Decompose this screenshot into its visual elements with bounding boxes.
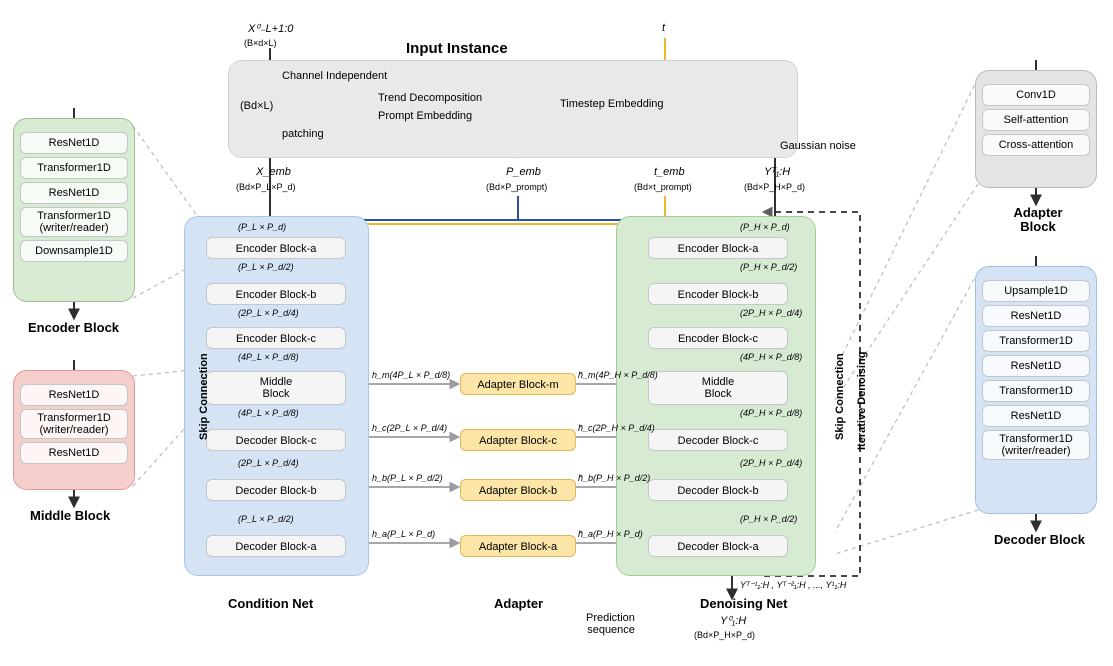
x-emb: X_emb <box>256 166 291 178</box>
x0-label: X⁰₋L+1:0 <box>248 22 293 35</box>
hbar-out-anno: h̄_c(2P_H × P_d/4) <box>578 423 655 433</box>
encoder-item: ResNet1D <box>20 182 128 204</box>
decoder-item: Transformer1D <box>982 380 1090 402</box>
deno-shape-anno: (P_H × P_d) <box>740 222 790 232</box>
channel-indep: Channel Independent <box>282 70 387 82</box>
skip-label-right: Skip Connection <box>834 353 846 440</box>
condition-middle-block: Middle Block <box>206 371 346 405</box>
denoising-encoder-block-c: Encoder Block-c <box>648 327 788 349</box>
cond-shape-anno: (P_L × P_d/2) <box>238 262 294 272</box>
t-label: t <box>662 22 665 34</box>
decoder-item: ResNet1D <box>982 405 1090 427</box>
cond-shape-anno: (P_L × P_d/2) <box>238 514 294 524</box>
cond-shape-anno: (P_L × P_d) <box>238 222 286 232</box>
input-instance-title: Input Instance <box>406 40 508 57</box>
gaussian: Gaussian noise <box>780 140 856 152</box>
y0-dim: (Bd×P_H×P_d) <box>694 630 755 640</box>
condition-encoder-block-a: Encoder Block-a <box>206 237 346 259</box>
adapter-adapter-block-m: Adapter Block-m <box>460 373 576 395</box>
middle-item: ResNet1D <box>20 384 128 406</box>
p-emb-dim: (Bd×P_prompt) <box>486 182 547 192</box>
y-t-dim: (Bd×P_H×P_d) <box>744 182 805 192</box>
hbar-out-anno: h̄_m(4P_H × P_d/8) <box>578 370 658 380</box>
decoder-item: Upsample1D <box>982 280 1090 302</box>
adapter-adapter-block-b: Adapter Block-b <box>460 479 576 501</box>
timestep-emb: Timestep Embedding <box>560 98 664 110</box>
denoising-encoder-block-b: Encoder Block-b <box>648 283 788 305</box>
adapter-item: Cross-attention <box>982 134 1090 156</box>
pred-seq-label: Prediction sequence <box>586 612 635 636</box>
denoising-net-title: Denoising Net <box>700 596 787 611</box>
condition-decoder-block-b: Decoder Block-b <box>206 479 346 501</box>
cond-shape-anno: (4P_L × P_d/8) <box>238 352 299 362</box>
y0: Y⁰₁:H <box>720 614 746 627</box>
adapter-block-panel: Conv1D Self-attention Cross-attention <box>975 70 1097 188</box>
condition-decoder-block-a: Decoder Block-a <box>206 535 346 557</box>
skip-label-left: Skip Connection <box>198 353 210 440</box>
middle-block-panel: ResNet1D Transformer1D (writer/reader) R… <box>13 370 135 490</box>
deno-shape-anno: (P_H × P_d/2) <box>740 262 797 272</box>
h-out-anno: h_m(4P_L × P_d/8) <box>372 370 450 380</box>
adapter-adapter-block-c: Adapter Block-c <box>460 429 576 451</box>
t-emb-dim: (Bd×t_prompt) <box>634 182 692 192</box>
decoder-block-title: Decoder Block <box>994 532 1085 547</box>
middle-block-title: Middle Block <box>30 508 110 523</box>
decoder-block-panel: Upsample1D ResNet1D Transformer1D ResNet… <box>975 266 1097 514</box>
prompt-emb: Prompt Embedding <box>378 110 472 122</box>
cond-shape-anno: (2P_L × P_d/4) <box>238 308 299 318</box>
patching: patching <box>282 128 324 140</box>
y-t: Yᵀ₁:H <box>764 166 790 178</box>
deno-shape-anno: (2P_H × P_d/4) <box>740 458 802 468</box>
adapter-title: Adapter <box>494 596 543 611</box>
denoising-decoder-block-c: Decoder Block-c <box>648 429 788 451</box>
x0-dim: (B×d×L) <box>244 38 277 48</box>
denoising-decoder-block-b: Decoder Block-b <box>648 479 788 501</box>
encoder-block-panel: ResNet1D Transformer1D ResNet1D Transfor… <box>13 118 135 302</box>
bd-l: (Bd×L) <box>240 100 273 112</box>
adapter-block-title: Adapter Block <box>998 206 1078 235</box>
deno-shape-anno: (P_H × P_d/2) <box>740 514 797 524</box>
denoising-encoder-block-a: Encoder Block-a <box>648 237 788 259</box>
hbar-out-anno: h̄_b(P_H × P_d/2) <box>578 473 650 483</box>
condition-net-title: Condition Net <box>228 596 313 611</box>
condition-decoder-block-c: Decoder Block-c <box>206 429 346 451</box>
hbar-out-anno: h̄_a(P_H × P_d) <box>578 529 643 539</box>
middle-item: Transformer1D (writer/reader) <box>20 409 128 439</box>
adapter-item: Conv1D <box>982 84 1090 106</box>
condition-encoder-block-c: Encoder Block-c <box>206 327 346 349</box>
encoder-item: ResNet1D <box>20 132 128 154</box>
decoder-item: Transformer1D (writer/reader) <box>982 430 1090 460</box>
h-out-anno: h_c(2P_L × P_d/4) <box>372 423 447 433</box>
h-out-anno: h_b(P_L × P_d/2) <box>372 473 443 483</box>
encoder-item: Transformer1D <box>20 157 128 179</box>
deno-shape-anno: (2P_H × P_d/4) <box>740 308 802 318</box>
encoder-item: Transformer1D (writer/reader) <box>20 207 128 237</box>
h-out-anno: h_a(P_L × P_d) <box>372 529 435 539</box>
middle-item: ResNet1D <box>20 442 128 464</box>
y-seq: Yᵀ⁻¹₁:H , Yᵀ⁻²₁:H , ..., Y¹₁:H <box>740 580 846 591</box>
condition-encoder-block-b: Encoder Block-b <box>206 283 346 305</box>
trend-decomp: Trend Decomposition <box>378 92 482 104</box>
cond-shape-anno: (2P_L × P_d/4) <box>238 458 299 468</box>
adapter-item: Self-attention <box>982 109 1090 131</box>
decoder-item: ResNet1D <box>982 355 1090 377</box>
t-emb: t_emb <box>654 166 685 178</box>
decoder-item: Transformer1D <box>982 330 1090 352</box>
deno-shape-anno: (4P_H × P_d/8) <box>740 352 802 362</box>
adapter-adapter-block-a: Adapter Block-a <box>460 535 576 557</box>
decoder-item: ResNet1D <box>982 305 1090 327</box>
cond-shape-anno: (4P_L × P_d/8) <box>238 408 299 418</box>
encoder-item: Downsample1D <box>20 240 128 262</box>
iter-label: Iterative Denoising <box>856 352 868 450</box>
encoder-block-title: Encoder Block <box>28 320 119 335</box>
denoising-decoder-block-a: Decoder Block-a <box>648 535 788 557</box>
denoising-middle-block: Middle Block <box>648 371 788 405</box>
p-emb: P_emb <box>506 166 541 178</box>
deno-shape-anno: (4P_H × P_d/8) <box>740 408 802 418</box>
x-emb-dim: (Bd×P_L×P_d) <box>236 182 296 192</box>
